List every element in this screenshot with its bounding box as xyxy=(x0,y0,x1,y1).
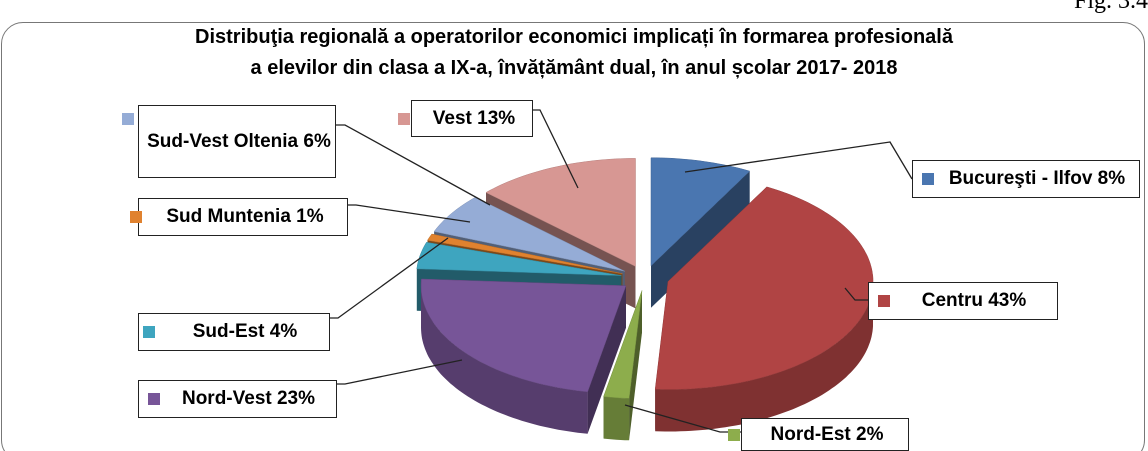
data-label: Sud Muntenia 1% xyxy=(138,198,348,236)
slice xyxy=(654,186,874,390)
data-label: Sud-Est 4% xyxy=(138,313,330,351)
slice xyxy=(427,233,623,274)
data-label: Nord-Vest 23% xyxy=(138,380,337,418)
slice xyxy=(603,290,643,399)
label-marker xyxy=(398,112,410,125)
leader-line xyxy=(138,237,449,319)
label-marker xyxy=(122,113,134,125)
data-label: Bucureşti - Ilfov 8% xyxy=(912,160,1140,198)
slice xyxy=(485,158,636,267)
slice-side xyxy=(603,396,630,441)
leader-line xyxy=(684,141,913,180)
label-marker xyxy=(728,428,740,441)
chart-frame xyxy=(1,22,1145,451)
data-label: Nord-Est 2% xyxy=(741,418,909,451)
slice-side xyxy=(655,281,873,432)
slice xyxy=(420,278,627,393)
slice xyxy=(416,242,622,276)
slice-side xyxy=(421,285,588,434)
slice xyxy=(433,197,625,272)
slice xyxy=(650,157,751,267)
data-label: Sud-Vest Oltenia 6% xyxy=(138,105,336,178)
label-marker xyxy=(143,326,155,338)
data-label: Centru 43% xyxy=(868,282,1058,320)
label-marker xyxy=(148,393,160,405)
data-label: Vest 13% xyxy=(411,100,533,137)
label-marker xyxy=(878,295,890,307)
label-marker xyxy=(922,173,934,185)
figure-label: Fig. 3.4 xyxy=(1073,0,1148,14)
slice-wall xyxy=(651,171,750,308)
leader-line xyxy=(844,287,868,301)
label-marker xyxy=(130,211,142,223)
chart-title: Distribuţia regională a operatorilor eco… xyxy=(195,26,953,79)
